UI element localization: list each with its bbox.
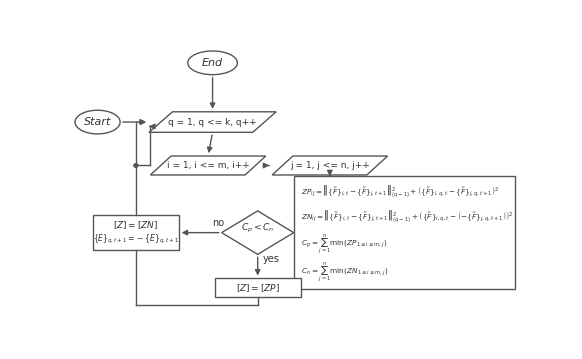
Text: j = 1, j <= n, j++: j = 1, j <= n, j++ — [290, 161, 370, 170]
Polygon shape — [272, 156, 388, 175]
Ellipse shape — [188, 51, 237, 75]
Bar — [294, 176, 515, 289]
Polygon shape — [222, 211, 294, 254]
Text: yes: yes — [263, 254, 280, 264]
Text: Start: Start — [84, 117, 111, 127]
Text: $ZN_{ij}=\left\|\{\tilde{F}\}_{i,t}-\{\tilde{F}\}_{j,t+1}\right\|^2_{(q-1)}+\lef: $ZN_{ij}=\left\|\{\tilde{F}\}_{i,t}-\{\t… — [300, 208, 513, 224]
Text: i = 1, i <= m, i++: i = 1, i <= m, i++ — [166, 161, 250, 170]
Text: End: End — [202, 58, 223, 68]
Text: $C_n=\sum_{j=1}^{n}\min\left(ZN_{1\leq i\leq m,\,j}\right)$: $C_n=\sum_{j=1}^{n}\min\left(ZN_{1\leq i… — [300, 260, 388, 284]
Text: $ZP_{ij}=\left\|\{\tilde{F}\}_{i,t}-\{\tilde{F}\}_{j,t+1}\right\|^2_{(q-1)}+\lef: $ZP_{ij}=\left\|\{\tilde{F}\}_{i,t}-\{\t… — [300, 183, 499, 199]
Text: $\{E\}_{q,t+1}=-\{E\}_{q,t+1}$: $\{E\}_{q,t+1}=-\{E\}_{q,t+1}$ — [93, 233, 179, 246]
Circle shape — [134, 164, 138, 167]
Bar — [93, 215, 179, 251]
Text: $C_p < C_n$: $C_p < C_n$ — [241, 222, 275, 235]
Text: $[Z]=[ZN]$: $[Z]=[ZN]$ — [113, 219, 158, 230]
Ellipse shape — [75, 110, 120, 134]
Polygon shape — [149, 112, 276, 132]
Text: $C_p=\sum_{j=1}^{n}\min\left(ZP_{1\leq i\leq m,\,j}\right)$: $C_p=\sum_{j=1}^{n}\min\left(ZP_{1\leq i… — [300, 232, 387, 256]
Bar — [215, 279, 300, 297]
Text: q = 1, q <= k, q++: q = 1, q <= k, q++ — [168, 117, 257, 127]
Polygon shape — [150, 156, 266, 175]
Text: $[Z]=[ZP]$: $[Z]=[ZP]$ — [236, 282, 280, 294]
Text: no: no — [212, 218, 224, 228]
